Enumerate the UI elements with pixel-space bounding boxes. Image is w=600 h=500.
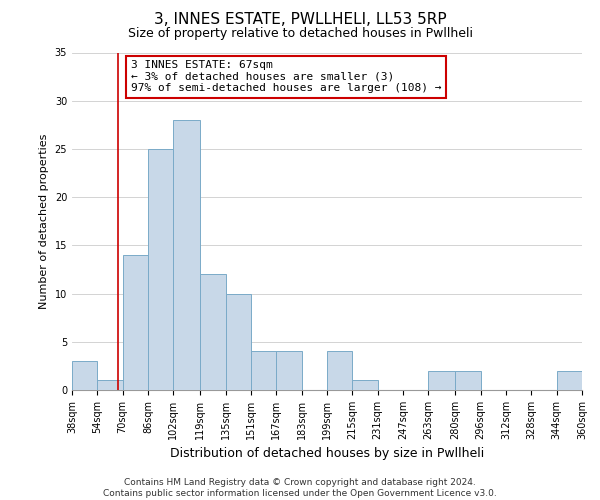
Text: Size of property relative to detached houses in Pwllheli: Size of property relative to detached ho…: [128, 28, 473, 40]
Bar: [251, 352, 277, 390]
Bar: [428, 370, 455, 390]
Bar: [226, 294, 251, 390]
Bar: [148, 149, 173, 390]
Text: 3, INNES ESTATE, PWLLHELI, LL53 5RP: 3, INNES ESTATE, PWLLHELI, LL53 5RP: [154, 12, 446, 28]
X-axis label: Distribution of detached houses by size in Pwllheli: Distribution of detached houses by size …: [170, 448, 484, 460]
Text: 3 INNES ESTATE: 67sqm
← 3% of detached houses are smaller (3)
97% of semi-detach: 3 INNES ESTATE: 67sqm ← 3% of detached h…: [131, 60, 441, 94]
Bar: [200, 274, 226, 390]
Bar: [352, 380, 377, 390]
Text: Contains HM Land Registry data © Crown copyright and database right 2024.
Contai: Contains HM Land Registry data © Crown c…: [103, 478, 497, 498]
Bar: [277, 352, 302, 390]
Bar: [557, 370, 582, 390]
Bar: [455, 370, 481, 390]
Y-axis label: Number of detached properties: Number of detached properties: [39, 134, 49, 309]
Bar: [327, 352, 352, 390]
Bar: [173, 120, 200, 390]
Bar: [122, 255, 148, 390]
Bar: [72, 361, 97, 390]
Bar: [97, 380, 122, 390]
